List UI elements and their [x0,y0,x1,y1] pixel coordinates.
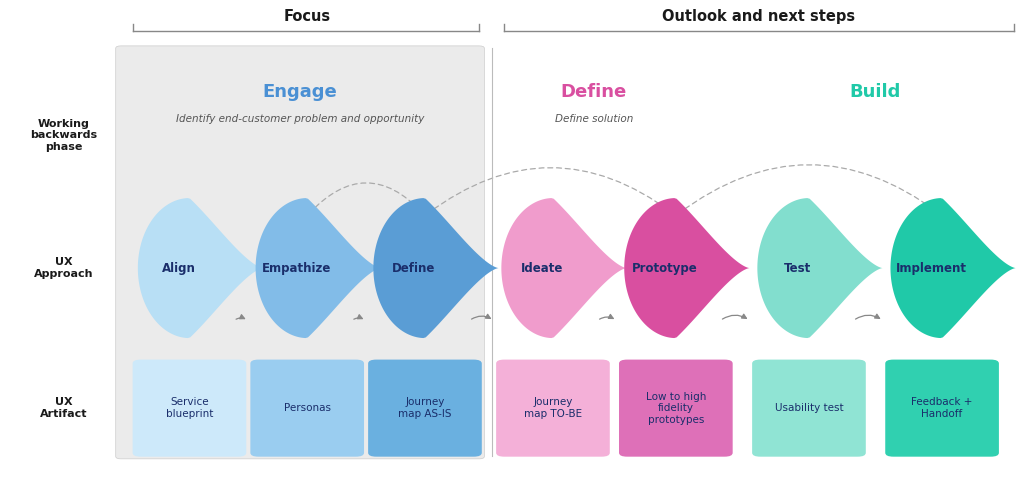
Polygon shape [502,198,627,338]
FancyArrowPatch shape [237,315,245,319]
Text: Outlook and next steps: Outlook and next steps [663,9,855,25]
FancyBboxPatch shape [497,359,610,457]
Text: Journey
map TO-BE: Journey map TO-BE [524,398,582,419]
Polygon shape [138,198,263,338]
Text: UX
Approach: UX Approach [34,257,93,279]
FancyArrowPatch shape [354,315,362,319]
Text: Personas: Personas [284,403,331,413]
Text: Feedback +
Handoff: Feedback + Handoff [911,398,973,419]
FancyBboxPatch shape [250,359,365,457]
Text: Build: Build [850,83,901,101]
FancyArrowPatch shape [855,314,880,319]
Polygon shape [891,198,1016,338]
Text: Journey
map AS-IS: Journey map AS-IS [398,398,452,419]
Text: Align: Align [162,262,196,274]
Text: Service
blueprint: Service blueprint [166,398,213,419]
Text: Test: Test [784,262,812,274]
FancyBboxPatch shape [618,359,733,457]
Text: Implement: Implement [896,262,967,274]
FancyBboxPatch shape [885,359,999,457]
Text: Define: Define [561,83,627,101]
FancyArrowPatch shape [678,165,939,214]
FancyBboxPatch shape [369,359,481,457]
Polygon shape [374,198,499,338]
Text: Usability test: Usability test [774,403,844,413]
Polygon shape [758,198,883,338]
Text: Prototype: Prototype [632,262,697,274]
Text: Ideate: Ideate [521,262,563,274]
Text: Identify end-customer problem and opportunity: Identify end-customer problem and opport… [176,114,424,124]
FancyBboxPatch shape [116,46,484,459]
FancyArrowPatch shape [722,314,746,319]
FancyArrowPatch shape [427,168,673,214]
FancyArrowPatch shape [600,314,613,319]
FancyBboxPatch shape [752,359,866,457]
Text: Low to high
fidelity
prototypes: Low to high fidelity prototypes [646,392,706,425]
Text: Focus: Focus [284,9,331,25]
FancyArrowPatch shape [471,314,490,319]
Text: Working
backwards
phase: Working backwards phase [30,119,97,152]
Text: Empathize: Empathize [261,262,331,274]
Polygon shape [256,198,381,338]
Text: Define solution: Define solution [555,114,633,124]
Text: Define: Define [392,262,435,274]
Text: Engage: Engage [263,83,337,101]
Polygon shape [625,198,750,338]
FancyArrowPatch shape [309,183,422,213]
Text: UX
Artifact: UX Artifact [40,398,87,419]
FancyBboxPatch shape [133,359,246,457]
